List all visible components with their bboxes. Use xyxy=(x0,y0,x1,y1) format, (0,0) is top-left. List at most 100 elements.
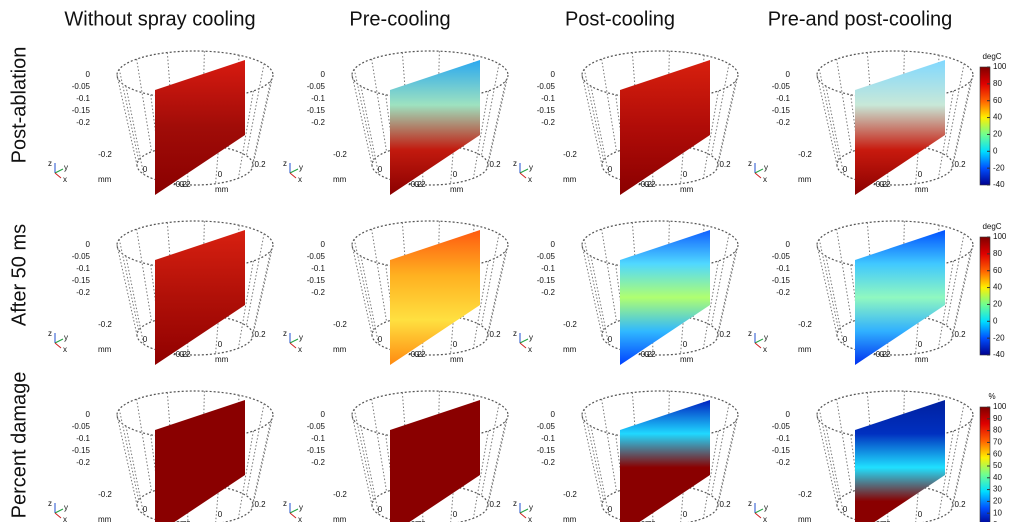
triad-label: y xyxy=(64,333,68,342)
x-tick-label: -0.2 xyxy=(333,150,347,159)
triad-label: y xyxy=(764,163,768,172)
triad-label: x xyxy=(763,345,767,354)
z-tick-label: -0.2 xyxy=(311,118,325,127)
colorbar-tick-label: 0 xyxy=(993,146,998,155)
z-tick-label: -0.15 xyxy=(72,106,91,115)
z-tick-label: -0.05 xyxy=(72,252,91,261)
triad-y xyxy=(289,338,299,344)
x-tick-label: -0.2 xyxy=(563,150,577,159)
triad-label: x xyxy=(298,345,302,354)
triad-x xyxy=(519,512,527,519)
triad-x xyxy=(54,512,62,519)
cylinder-edge xyxy=(818,409,840,501)
y-tick-label: 0.2 xyxy=(254,160,266,169)
cylinder-edge xyxy=(480,233,500,326)
x-tick-label: 0 xyxy=(843,335,848,344)
cylinder-edge xyxy=(385,264,398,352)
x-tick-label: -0.2 xyxy=(563,490,577,499)
cylinder-edge xyxy=(950,80,972,170)
z-tick-label: -0.2 xyxy=(311,288,325,297)
x-tick-label: 0 xyxy=(843,165,848,174)
triad-x xyxy=(289,512,297,519)
cylinder-edge xyxy=(717,74,739,166)
cylinder-edge xyxy=(125,426,145,515)
cylinder-edge xyxy=(237,90,254,179)
x-axis-unit: mm xyxy=(333,175,347,184)
cylinder-edge xyxy=(360,426,380,515)
cylinder-edge xyxy=(945,63,965,156)
z-tick-label: -0.2 xyxy=(76,118,90,127)
cylinder-edge xyxy=(836,399,853,492)
y-axis-unit: mm xyxy=(450,185,464,194)
colorbar-tick-label: 60 xyxy=(993,449,1002,458)
cylinder-edge xyxy=(581,414,603,506)
y-tick-label: 0.2 xyxy=(954,330,966,339)
x-tick-label: 0.2 xyxy=(644,350,656,359)
cylinder-edge xyxy=(353,69,375,161)
x-axis-unit: mm xyxy=(563,515,577,522)
x-tick-label: 0.2 xyxy=(879,350,891,359)
cross-section xyxy=(620,60,710,195)
triad-y xyxy=(289,508,299,514)
z-tick-label: -0.15 xyxy=(772,106,791,115)
y-tick-label: 0.2 xyxy=(489,500,501,509)
colorbar-tick-label: 90 xyxy=(993,414,1002,423)
cylinder-edge xyxy=(485,420,507,510)
triad-x xyxy=(519,172,527,179)
cylinder-edge xyxy=(950,250,972,340)
z-tick-label: -0.15 xyxy=(307,276,326,285)
cylinder-edge xyxy=(237,260,254,349)
y-tick-label: 0.2 xyxy=(719,160,731,169)
z-tick-label: -0.1 xyxy=(311,434,325,443)
triad-x xyxy=(289,342,297,349)
x-axis-unit: mm xyxy=(98,345,112,354)
colorbar-tick-label: 100 xyxy=(993,402,1007,411)
x-axis-unit: mm xyxy=(98,175,112,184)
plot-panel: 0-0.05-0.1-0.15-0.2-0.2-0.2000.20.2mmmmz… xyxy=(48,390,274,527)
cylinder-edge xyxy=(825,86,845,175)
triad-y xyxy=(54,168,64,174)
z-tick-label: -0.05 xyxy=(537,422,556,431)
plot-panel: 0-0.05-0.1-0.15-0.2-0.2-0.2000.20.2mmmmz… xyxy=(748,390,974,527)
cylinder-edge xyxy=(480,403,500,496)
triad-label: x xyxy=(528,345,532,354)
cylinder-edge xyxy=(371,229,388,322)
y-tick-label: 0 xyxy=(218,170,223,179)
plot-panel: 0-0.05-0.1-0.15-0.2-0.2-0.2000.20.2mmmmz… xyxy=(48,220,274,365)
x-tick-label: 0.2 xyxy=(179,180,191,189)
cylinder-edge xyxy=(590,256,610,345)
colorbar-tick-label: 20 xyxy=(993,497,1002,506)
cylinder-edge xyxy=(581,244,603,336)
x-tick-label: -0.2 xyxy=(798,320,812,329)
cylinder-edge xyxy=(237,430,254,519)
x-tick-label: 0 xyxy=(143,165,148,174)
y-axis-unit: mm xyxy=(450,355,464,364)
y-axis-unit: mm xyxy=(915,355,929,364)
plot-panel: 0-0.05-0.1-0.15-0.2-0.2-0.2000.20.2mmmmz… xyxy=(283,50,509,195)
cylinder-edge xyxy=(615,94,628,182)
x-tick-label: 0.2 xyxy=(644,180,656,189)
colorbar-tick-label: 20 xyxy=(993,130,1002,139)
x-tick-label: 0 xyxy=(608,335,613,344)
z-tick-label: -0.2 xyxy=(776,288,790,297)
x-tick-label: -0.2 xyxy=(98,320,112,329)
cylinder-edge xyxy=(351,414,373,506)
z-tick-label: -0.2 xyxy=(776,458,790,467)
y-tick-label: -0.2 xyxy=(873,180,887,189)
cylinder-edge xyxy=(952,414,974,506)
z-tick-label: 0 xyxy=(551,410,556,419)
x-tick-label: 0.2 xyxy=(879,180,891,189)
colorbar-tick-label: -40 xyxy=(993,180,1005,189)
cross-section xyxy=(390,230,480,365)
cylinder-edge xyxy=(825,256,845,345)
z-tick-label: 0 xyxy=(786,410,791,419)
triad-label: y xyxy=(299,503,303,512)
y-tick-label: 0 xyxy=(453,170,458,179)
z-tick-label: -0.1 xyxy=(76,434,90,443)
cylinder-edge xyxy=(952,74,974,166)
cylinder-edge xyxy=(485,80,507,170)
cylinder-edge xyxy=(252,414,274,506)
cross-section xyxy=(155,230,245,365)
y-axis-unit: mm xyxy=(680,185,694,194)
